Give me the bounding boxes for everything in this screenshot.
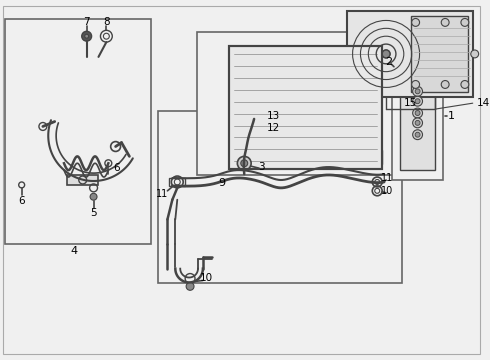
Circle shape	[85, 34, 89, 38]
Text: 1: 1	[448, 111, 455, 121]
Bar	[229, 51, 237, 65]
Circle shape	[461, 18, 469, 26]
Bar	[347, 10, 473, 97]
Circle shape	[415, 132, 420, 137]
Text: 2: 2	[386, 57, 392, 67]
Text: 6: 6	[18, 196, 25, 206]
Circle shape	[441, 81, 449, 89]
Circle shape	[415, 89, 420, 94]
Text: 6: 6	[113, 163, 120, 173]
Bar	[158, 111, 402, 283]
Bar	[411, 15, 468, 93]
Bar	[5, 19, 151, 244]
Circle shape	[413, 130, 422, 140]
Text: 8: 8	[103, 17, 110, 27]
Circle shape	[415, 99, 420, 104]
Bar	[197, 32, 418, 175]
Circle shape	[241, 160, 248, 167]
Circle shape	[415, 120, 420, 125]
Circle shape	[100, 30, 112, 42]
Bar	[248, 125, 260, 131]
Circle shape	[413, 96, 422, 106]
Circle shape	[471, 50, 479, 58]
Circle shape	[237, 156, 251, 170]
Bar	[229, 46, 382, 169]
Text: 10: 10	[381, 186, 393, 196]
Text: 3: 3	[258, 162, 264, 172]
Circle shape	[415, 111, 420, 116]
Bar	[374, 51, 382, 65]
Text: 15: 15	[404, 98, 417, 108]
Text: 14: 14	[477, 98, 490, 108]
Text: 11: 11	[381, 173, 393, 183]
Circle shape	[186, 283, 194, 290]
Circle shape	[413, 86, 422, 96]
Text: 10: 10	[200, 274, 213, 283]
Circle shape	[413, 108, 422, 118]
Circle shape	[412, 18, 419, 26]
Text: 9: 9	[218, 178, 225, 188]
Bar	[229, 150, 237, 164]
Bar	[400, 52, 435, 170]
Circle shape	[82, 31, 92, 41]
Text: 7: 7	[83, 17, 90, 27]
Ellipse shape	[409, 60, 426, 99]
Bar	[229, 46, 382, 169]
Text: 5: 5	[90, 208, 97, 219]
Text: 4: 4	[70, 246, 77, 256]
Circle shape	[382, 50, 390, 58]
Circle shape	[413, 118, 422, 128]
Bar	[67, 175, 98, 185]
Text: 11: 11	[156, 189, 169, 199]
Text: 13: 13	[267, 111, 280, 121]
Circle shape	[441, 18, 449, 26]
Bar	[392, 42, 443, 180]
Bar	[374, 150, 382, 164]
Circle shape	[103, 33, 109, 39]
Bar	[170, 178, 185, 186]
Circle shape	[90, 193, 97, 200]
Text: 12: 12	[267, 123, 280, 133]
Circle shape	[461, 81, 469, 89]
Circle shape	[412, 81, 419, 89]
